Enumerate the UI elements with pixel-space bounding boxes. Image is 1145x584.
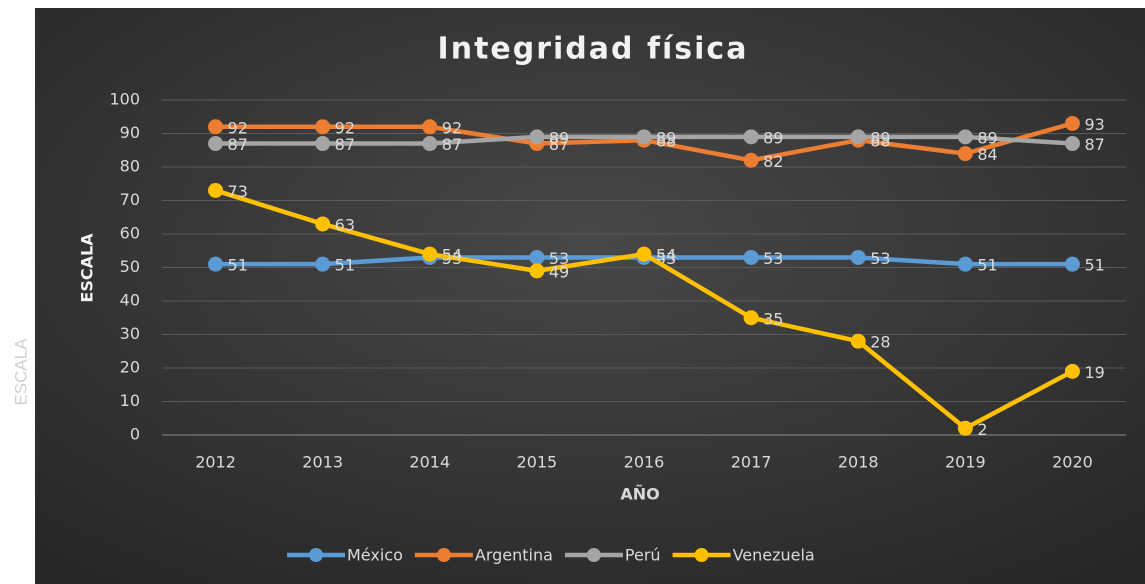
data-point	[422, 136, 438, 152]
data-point	[957, 129, 973, 145]
data-point	[1064, 256, 1080, 272]
data-label: 82	[763, 152, 783, 171]
legend-label: México	[347, 546, 403, 565]
data-point	[315, 136, 331, 152]
data-point	[743, 310, 759, 326]
data-label: 53	[763, 249, 783, 268]
x-tick-label: 2014	[409, 453, 450, 472]
data-point	[850, 249, 866, 265]
data-point	[208, 119, 224, 135]
data-point	[1064, 115, 1080, 131]
data-point	[957, 146, 973, 162]
data-point	[636, 246, 652, 262]
data-label: 89	[549, 128, 569, 147]
data-label: 53	[549, 249, 569, 268]
y-tick-label: 70	[120, 190, 140, 209]
data-point	[957, 420, 973, 436]
data-point	[1064, 136, 1080, 152]
data-label: 53	[870, 249, 890, 268]
data-label: 51	[228, 256, 248, 275]
data-label: 54	[656, 246, 676, 265]
y-tick-label: 30	[120, 324, 140, 343]
y-tick-label: 40	[120, 291, 140, 310]
legend-label: Argentina	[475, 546, 553, 565]
legend-label: Perú	[625, 546, 661, 565]
y-axis-title: ESCALA	[78, 233, 97, 303]
data-label: 2	[977, 420, 987, 439]
data-label: 49	[549, 262, 569, 281]
data-label: 51	[335, 256, 355, 275]
data-label: 84	[977, 145, 997, 164]
y-tick-label: 10	[120, 391, 140, 410]
legend-label: Venezuela	[733, 546, 815, 565]
data-label: 89	[763, 128, 783, 147]
x-tick-label: 2016	[624, 453, 665, 472]
data-label: 89	[977, 128, 997, 147]
chart-background	[35, 8, 1145, 584]
data-point	[1064, 363, 1080, 379]
x-axis-title: AÑO	[620, 485, 659, 504]
data-label: 54	[442, 246, 462, 265]
x-tick-label: 2012	[195, 453, 236, 472]
data-point	[743, 152, 759, 168]
legend-marker	[694, 548, 709, 562]
data-label: 87	[549, 135, 569, 154]
data-label: 89	[870, 128, 890, 147]
data-label: 51	[977, 256, 997, 275]
data-label: 92	[228, 118, 248, 137]
data-label: 89	[656, 128, 676, 147]
y-tick-label: 80	[120, 157, 140, 176]
data-label: 51	[1084, 256, 1104, 275]
data-label: 92	[335, 118, 355, 137]
y-tick-label: 60	[120, 224, 140, 243]
data-point	[529, 129, 545, 145]
data-label: 73	[228, 182, 248, 201]
data-point	[850, 333, 866, 349]
chart-title: Integridad física	[438, 32, 749, 67]
x-tick-label: 2019	[945, 453, 986, 472]
data-label: 63	[335, 215, 355, 234]
data-point	[208, 136, 224, 152]
y-tick-label: 90	[120, 123, 140, 142]
data-point	[743, 129, 759, 145]
data-label: 87	[228, 135, 248, 154]
data-label: 19	[1084, 363, 1104, 382]
data-label: 87	[442, 135, 462, 154]
data-point	[529, 263, 545, 279]
y-tick-label: 100	[109, 90, 140, 109]
x-tick-label: 2020	[1052, 453, 1093, 472]
y-tick-label: 0	[130, 425, 140, 444]
data-point	[636, 129, 652, 145]
data-point	[315, 216, 331, 232]
data-point	[315, 119, 331, 135]
data-point	[422, 246, 438, 262]
data-point	[208, 256, 224, 272]
data-label: 28	[870, 333, 890, 352]
data-label: 92	[442, 118, 462, 137]
data-label: 87	[335, 135, 355, 154]
data-label: 87	[1084, 135, 1104, 154]
data-point	[208, 182, 224, 198]
data-point	[743, 249, 759, 265]
legend-marker	[586, 548, 601, 562]
data-point	[957, 256, 973, 272]
y-tick-label: 50	[120, 257, 140, 276]
data-point	[315, 256, 331, 272]
x-tick-label: 2013	[302, 453, 343, 472]
x-tick-label: 2018	[838, 453, 879, 472]
data-label: 93	[1084, 115, 1104, 134]
data-point	[529, 249, 545, 265]
x-tick-label: 2017	[731, 453, 772, 472]
legend-marker	[309, 548, 323, 562]
data-point	[850, 129, 866, 145]
x-tick-label: 2015	[517, 453, 558, 472]
data-label: 35	[763, 309, 783, 328]
data-point	[422, 119, 438, 135]
legend-marker	[436, 548, 451, 562]
y-tick-label: 20	[120, 358, 140, 377]
side-label: ESCALA	[11, 338, 30, 406]
